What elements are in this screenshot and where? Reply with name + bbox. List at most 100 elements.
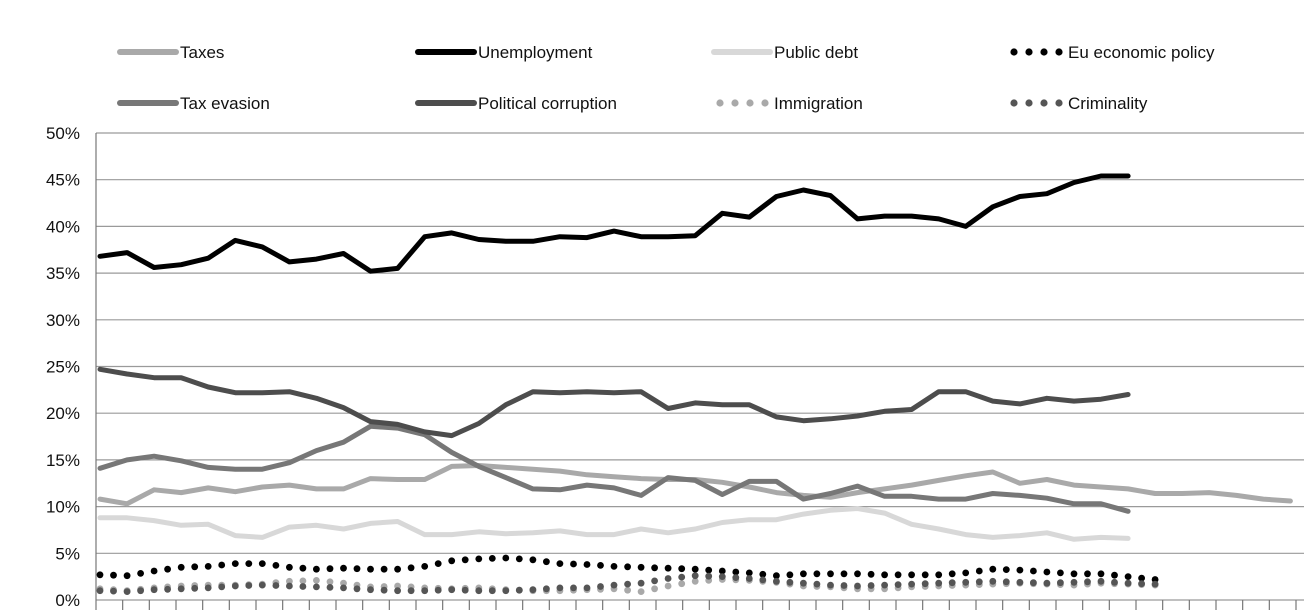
data-point (258, 581, 266, 589)
data-point (813, 570, 821, 578)
data-point (1124, 579, 1132, 587)
data-point (610, 563, 618, 570)
data-point (570, 560, 577, 568)
data-point (218, 561, 226, 569)
data-point (367, 565, 374, 573)
data-point (691, 572, 699, 580)
data-point (448, 557, 456, 565)
data-point (1002, 566, 1010, 573)
series-public-debt (97, 506, 1131, 542)
data-point (543, 585, 550, 593)
data-point (543, 558, 550, 566)
data-point (150, 567, 158, 575)
x-axis (95, 600, 1297, 610)
data-point (313, 565, 320, 573)
data-point (745, 569, 753, 577)
legend: Taxes Unemployment Public debt Eu economic … (117, 43, 1215, 113)
data-point (786, 571, 794, 579)
data-point (299, 583, 307, 590)
data-point (299, 564, 307, 572)
data-point (1057, 569, 1064, 577)
series-line-taxes (97, 463, 1293, 507)
data-point (800, 570, 807, 578)
data-point (515, 586, 523, 594)
data-point (705, 572, 713, 580)
data-point (935, 571, 943, 579)
data-point (96, 587, 104, 595)
legend-swatch-dot (1055, 48, 1063, 56)
data-point (434, 560, 442, 567)
data-point (313, 577, 320, 584)
data-point (96, 571, 104, 579)
data-point (624, 563, 631, 571)
y-tick-label: 30% (46, 311, 80, 330)
data-point (475, 587, 483, 595)
data-point (340, 579, 347, 587)
data-point (908, 580, 915, 588)
data-point (732, 568, 740, 576)
data-point (975, 567, 983, 575)
data-point (529, 586, 537, 594)
data-point (326, 584, 334, 591)
data-point (989, 565, 997, 573)
data-point (637, 588, 645, 595)
legend-label: Criminality (1068, 94, 1148, 113)
data-point (299, 577, 307, 585)
data-point (394, 582, 401, 590)
data-point (678, 573, 686, 581)
data-point (664, 582, 672, 590)
series-political-corruption (97, 366, 1131, 439)
data-point (840, 570, 848, 578)
data-point (1084, 578, 1091, 586)
data-point (989, 577, 997, 585)
data-point (637, 579, 645, 587)
legend-swatch-dot (746, 99, 754, 107)
data-point (313, 583, 320, 591)
data-point (353, 565, 361, 573)
data-point (935, 579, 943, 587)
data-point (556, 560, 564, 567)
data-point (164, 585, 172, 593)
data-point (164, 565, 172, 573)
legend-item-eu-economic-policy: Eu economic policy (1010, 43, 1215, 62)
data-point (1016, 578, 1024, 586)
data-point (1030, 567, 1037, 575)
data-point (272, 562, 280, 569)
data-point (1097, 577, 1105, 585)
data-point (597, 562, 604, 569)
legend-swatch-dot (1040, 48, 1048, 56)
data-point (854, 582, 861, 590)
data-point (827, 570, 834, 578)
data-point (177, 585, 185, 593)
data-point (529, 556, 537, 564)
data-point (137, 570, 145, 577)
data-point (678, 565, 686, 573)
data-point (651, 585, 658, 593)
data-point (718, 567, 726, 575)
data-point (583, 584, 591, 592)
data-point (773, 577, 780, 585)
data-point (664, 575, 672, 582)
series-taxes (97, 463, 1293, 507)
data-point (204, 584, 212, 592)
data-point (502, 554, 510, 562)
data-point (231, 582, 239, 590)
data-point (556, 584, 564, 592)
series-line-political-corruption (97, 366, 1131, 439)
data-point (272, 582, 280, 589)
data-point (624, 586, 631, 594)
data-point (110, 571, 117, 579)
data-point (488, 587, 496, 595)
legend-label: Tax evasion (180, 94, 270, 113)
y-tick-label: 40% (46, 217, 80, 236)
legend-item-immigration: Immigration (716, 94, 863, 113)
data-point (921, 580, 929, 588)
legend-item-political-corruption: Political corruption (415, 94, 617, 113)
data-point (948, 570, 956, 578)
data-point (597, 583, 604, 590)
data-point (786, 578, 794, 586)
data-point (570, 584, 577, 592)
legend-label: Unemployment (478, 43, 593, 62)
data-point (1111, 571, 1118, 579)
data-point (245, 560, 253, 567)
